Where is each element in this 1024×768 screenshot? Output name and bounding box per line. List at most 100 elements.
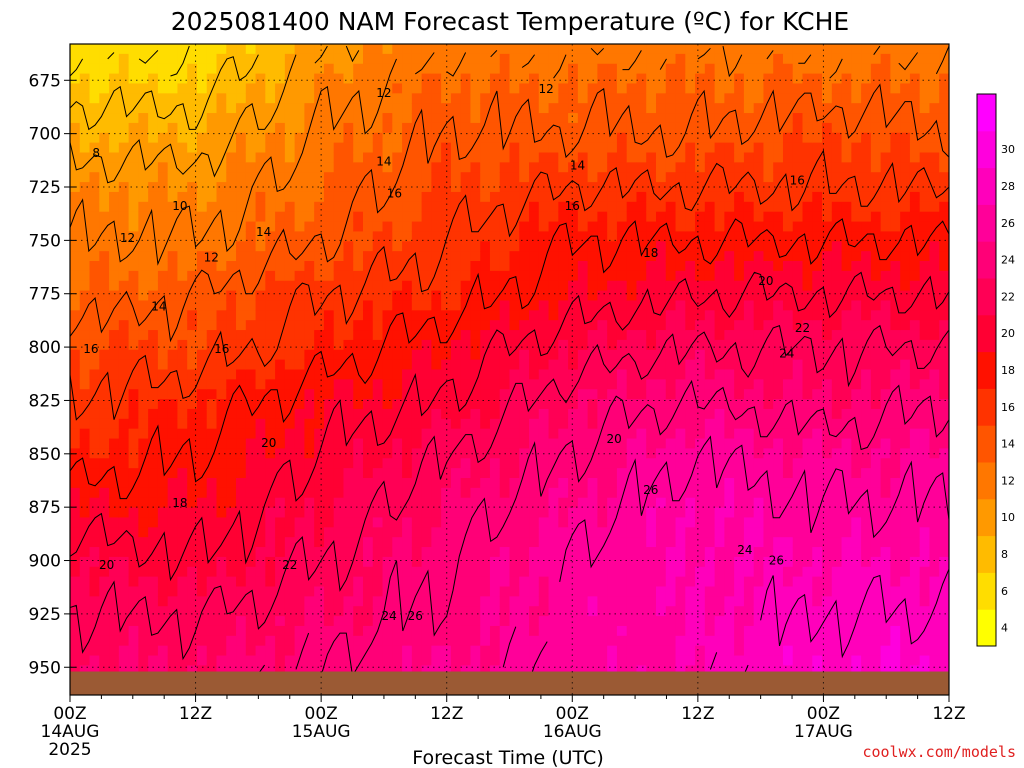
field-cell	[245, 655, 257, 667]
field-cell	[665, 645, 677, 657]
field-cell	[538, 191, 550, 203]
field-cell	[226, 399, 237, 410]
field-cell	[695, 231, 706, 242]
field-cell	[548, 182, 559, 193]
field-cell	[245, 201, 257, 213]
field-cell	[294, 606, 305, 617]
field-cell	[656, 547, 667, 558]
field-cell	[138, 300, 149, 311]
field-cell	[421, 261, 432, 272]
field-cell	[323, 517, 335, 528]
field-cell	[743, 448, 755, 459]
field-cell	[372, 103, 384, 114]
field-cell	[792, 103, 804, 114]
field-cell	[411, 83, 423, 94]
field-cell	[695, 418, 706, 430]
field-cell	[70, 576, 81, 588]
field-cell	[675, 458, 686, 469]
field-cell	[353, 310, 364, 321]
field-cell	[509, 665, 520, 676]
field-cell	[568, 438, 579, 450]
field-cell	[587, 418, 598, 430]
field-cell	[79, 172, 91, 183]
field-cell	[118, 645, 130, 657]
field-cell	[372, 487, 384, 499]
field-cell	[265, 359, 276, 371]
field-cell	[304, 606, 315, 617]
field-cell	[353, 221, 364, 233]
field-cell	[763, 655, 774, 667]
field-cell	[616, 93, 628, 104]
field-cell	[275, 152, 286, 163]
field-cell	[529, 556, 540, 568]
field-cell	[538, 399, 550, 410]
field-cell	[626, 280, 638, 292]
field-cell	[196, 172, 208, 183]
field-cell	[275, 53, 286, 65]
field-cell	[431, 231, 442, 242]
field-cell	[118, 458, 130, 469]
field-cell	[695, 191, 706, 203]
field-cell	[548, 191, 559, 203]
field-cell	[587, 399, 598, 410]
field-cell	[782, 478, 794, 489]
field-cell	[743, 73, 755, 85]
field-cell	[597, 655, 608, 667]
field-cell	[226, 418, 237, 430]
field-cell	[70, 261, 81, 272]
field-cell	[333, 191, 345, 203]
field-cell	[792, 44, 804, 55]
field-cell	[480, 379, 491, 390]
field-cell	[157, 418, 169, 430]
field-cell	[323, 616, 335, 627]
field-cell	[441, 635, 452, 647]
field-cell	[206, 83, 218, 94]
field-cell	[734, 586, 745, 597]
field-cell	[636, 349, 647, 361]
field-cell	[782, 448, 794, 459]
field-cell	[607, 231, 618, 242]
field-cell	[402, 606, 413, 617]
field-cell	[196, 63, 208, 75]
field-cell	[763, 152, 774, 163]
field-cell	[753, 93, 765, 104]
field-cell	[675, 73, 686, 85]
field-cell	[411, 418, 423, 430]
field-cell	[70, 162, 81, 173]
field-cell	[323, 389, 335, 400]
field-cell	[70, 566, 81, 578]
field-cell	[743, 468, 755, 479]
field-cell	[685, 330, 696, 341]
field-cell	[704, 103, 716, 114]
field-cell	[265, 261, 276, 272]
field-cell	[138, 566, 149, 578]
field-cell	[148, 606, 159, 617]
field-cell	[489, 645, 501, 657]
field-cell	[734, 635, 745, 647]
field-cell	[323, 487, 335, 499]
field-cell	[724, 300, 735, 311]
field-cell	[323, 576, 335, 588]
field-cell	[343, 665, 354, 676]
field-cell	[392, 527, 403, 538]
field-cell	[656, 63, 667, 75]
field-cell	[675, 339, 686, 351]
field-cell	[480, 339, 491, 351]
field-cell	[343, 389, 354, 400]
field-cell	[792, 635, 804, 647]
field-cell	[489, 596, 501, 607]
field-cell	[529, 93, 540, 104]
field-cell	[499, 63, 511, 75]
field-cell	[577, 556, 589, 568]
field-cell	[353, 507, 364, 519]
field-cell	[548, 369, 559, 380]
field-cell	[685, 655, 696, 667]
field-cell	[411, 537, 423, 548]
field-cell	[714, 310, 725, 321]
field-cell	[382, 270, 393, 282]
field-cell	[245, 556, 257, 568]
field-cell	[568, 300, 579, 311]
field-cell	[636, 537, 647, 548]
field-cell	[431, 418, 442, 430]
field-cell	[109, 458, 120, 469]
